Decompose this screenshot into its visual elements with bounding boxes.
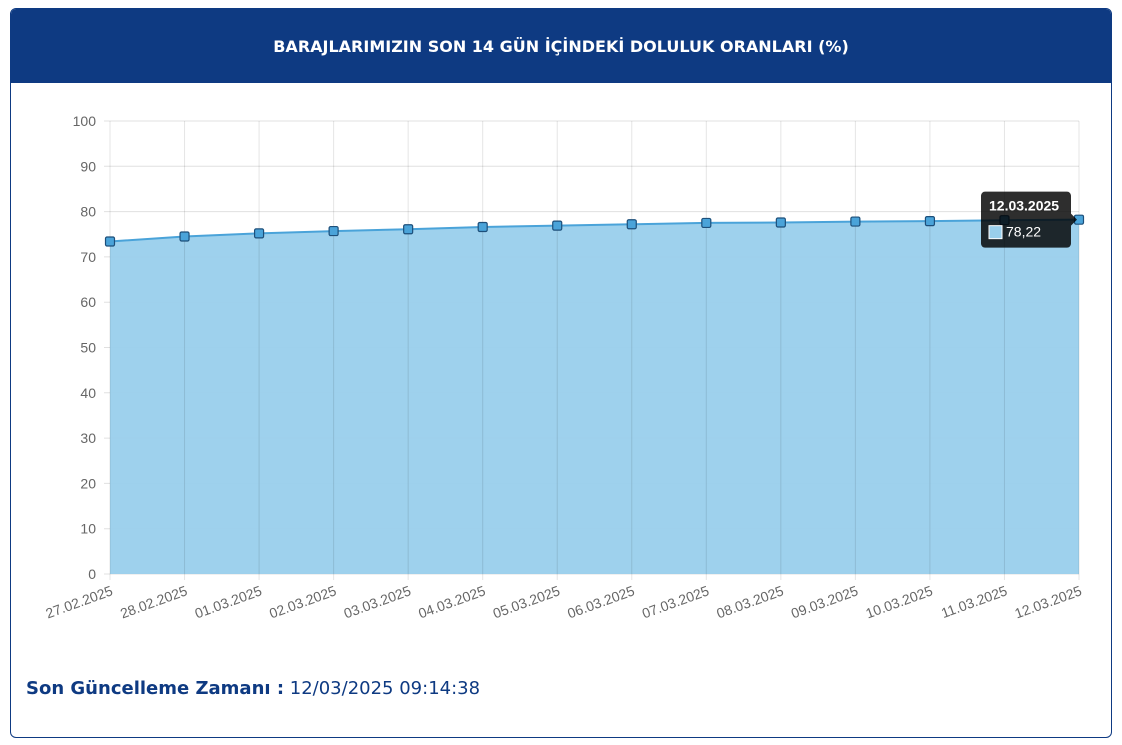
footer: Son Güncelleme Zamanı : 12/03/2025 09:14…: [26, 678, 480, 699]
tooltip-swatch: [988, 225, 1003, 240]
x-tick-label: 05.03.2025: [491, 582, 563, 621]
x-tick-label: 27.02.2025: [43, 582, 115, 621]
y-tick-label: 80: [80, 204, 96, 220]
y-tick-label: 10: [80, 521, 96, 537]
x-tick-label: 06.03.2025: [565, 582, 637, 621]
y-tick-label: 50: [80, 340, 96, 356]
x-tick-label: 28.02.2025: [118, 582, 190, 621]
x-tick-label: 11.03.2025: [939, 582, 1010, 621]
y-tick-label: 60: [80, 294, 96, 310]
tooltip-value: 78,22: [1006, 224, 1041, 240]
y-tick-label: 90: [80, 158, 96, 174]
point: [924, 216, 936, 227]
y-tick-label: 100: [73, 113, 97, 129]
point: [552, 220, 563, 231]
point: [850, 216, 861, 227]
y-tick-label: 20: [80, 475, 96, 491]
y-tick-label: 40: [80, 385, 96, 401]
card: BARAJLARIMIZIN SON 14 GÜN İÇİNDEKİ DOLUL…: [10, 8, 1112, 738]
area: [110, 219, 1079, 575]
x-tick-label: 04.03.2025: [416, 582, 488, 621]
x-tick-label: 12.03.2025: [1012, 582, 1084, 621]
point: [253, 228, 265, 239]
y-tick-label: 0: [88, 566, 96, 582]
point: [179, 231, 190, 242]
point: [477, 221, 488, 233]
x-tick-label: 09.03.2025: [789, 582, 861, 621]
x-tick-label: 03.03.2025: [342, 582, 414, 621]
line: [109, 218, 1080, 243]
x-tick-label: 01.03.2025: [193, 582, 265, 621]
point: [626, 219, 637, 230]
point: [328, 225, 339, 237]
x-tick-label: 10.03.2025: [863, 582, 935, 621]
footer-label: Son Güncelleme Zamanı :: [26, 678, 285, 699]
x-tick-label: 07.03.2025: [640, 582, 712, 621]
tooltip-title: 12.03.2025: [989, 198, 1059, 214]
point: [104, 236, 116, 247]
x-tick-label: 08.03.2025: [714, 582, 786, 621]
x-tick-label: 02.03.2025: [267, 582, 339, 621]
tooltip-box: [981, 191, 1077, 248]
point: [775, 217, 786, 228]
y-tick-label: 30: [80, 430, 96, 446]
footer-value: 12/03/2025 09:14:38: [289, 678, 481, 699]
point: [701, 217, 712, 229]
y-tick-label: 70: [80, 249, 96, 265]
header-title: BARAJLARIMIZIN SON 14 GÜN İÇİNDEKİ DOLUL…: [11, 9, 1111, 83]
point: [403, 224, 414, 235]
